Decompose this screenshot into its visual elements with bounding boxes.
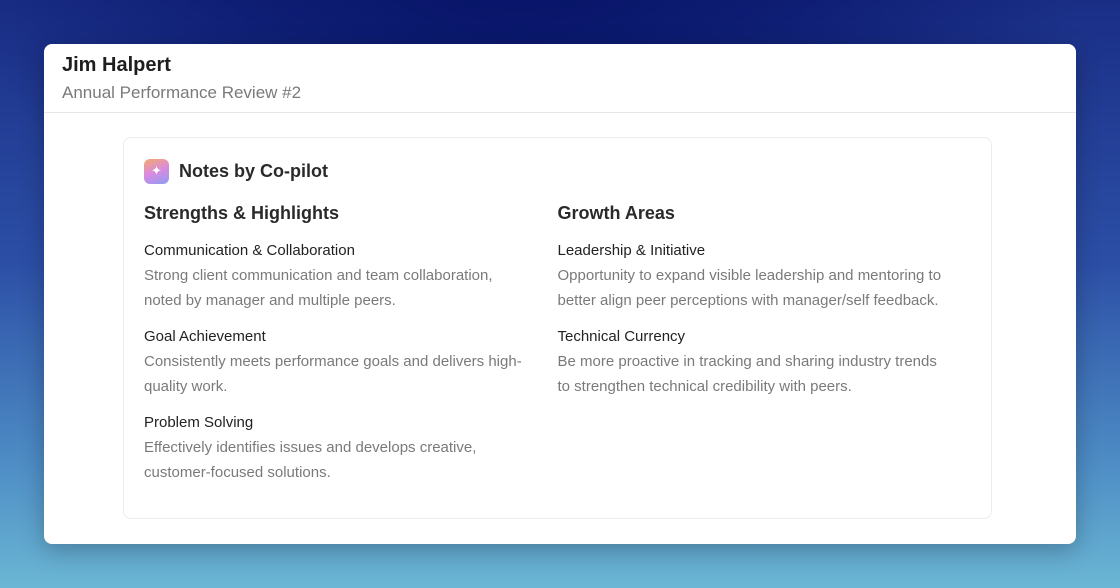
list-item: Problem Solving Effectively identifies is…: [144, 413, 558, 485]
notes-title: Notes by Co-pilot: [179, 160, 328, 181]
list-item: Leadership & Initiative Opportunity to ex…: [558, 241, 972, 313]
strengths-heading: Strengths & Highlights: [144, 203, 339, 223]
item-title: Problem Solving: [144, 414, 254, 431]
growth-column: Growth Areas Leadership & Initiative Oppo…: [558, 202, 972, 499]
item-description: Consistently meets performance goals and…: [144, 353, 522, 395]
sparkles-icon: ✦: [144, 158, 169, 184]
item-title: Leadership & Initiative: [557, 242, 706, 259]
copilot-notes-panel: ✦ Notes by Co-pilot Strengths & Highligh…: [123, 137, 992, 519]
review-subtitle: Annual Performance Review #2: [62, 83, 302, 102]
item-description: Strong client communication and team col…: [144, 267, 493, 309]
strengths-column: Strengths & Highlights Communication & C…: [144, 202, 558, 499]
growth-heading: Growth Areas: [557, 203, 675, 223]
list-item: Goal Achievement Consistently meets perfo…: [144, 327, 558, 399]
item-description: Effectively identifies issues and develo…: [144, 439, 477, 481]
review-header: Jim Halpert Annual Performance Review #2: [44, 44, 1076, 113]
list-item: Communication & Collaboration Strong clie…: [144, 241, 558, 313]
item-title: Technical Currency: [557, 328, 686, 345]
employee-name: Jim Halpert: [62, 54, 171, 76]
item-title: Goal Achievement: [144, 328, 266, 345]
item-description: Be more proactive in tracking and sharin…: [557, 353, 937, 395]
review-card: Jim Halpert Annual Performance Review #2…: [44, 44, 1076, 544]
list-item: Technical Currency Be more proactive in t…: [558, 327, 972, 399]
item-title: Communication & Collaboration: [144, 242, 355, 259]
item-description: Opportunity to expand visible leadership…: [557, 267, 942, 309]
